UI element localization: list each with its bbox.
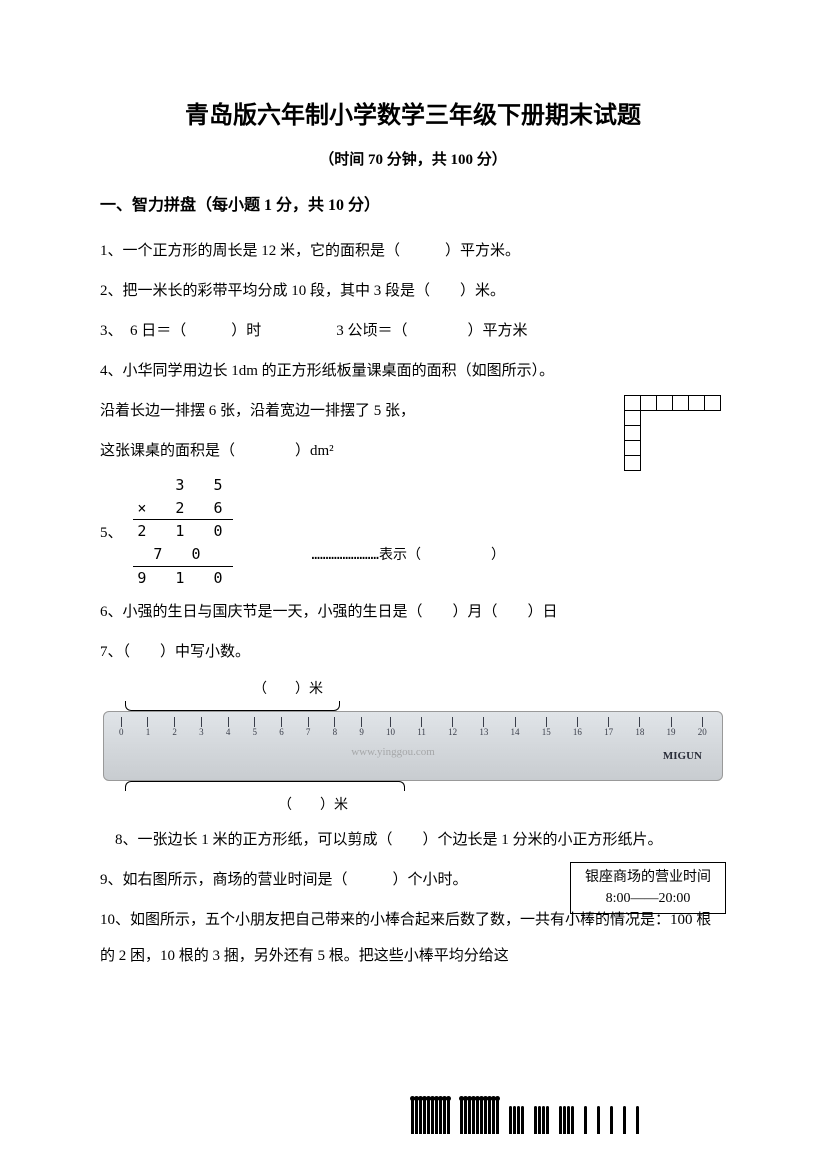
- ruler-tick: 12: [448, 717, 457, 737]
- ruler-tick: 18: [635, 717, 644, 737]
- ruler-tick: 6: [279, 717, 284, 737]
- ruler-brand: MIGUN: [663, 750, 702, 762]
- question-5: 5、 3 5 × 2 6 2 1 0 7 0 ……………………表示（ ） 9 1…: [100, 474, 726, 589]
- ruler-label-bottom: （ ）米: [0, 794, 726, 814]
- question-4-line1: 4、小华同学用边长 1dm 的正方形纸板量课桌面的面积（如图所示）。: [100, 353, 726, 389]
- mult-row-4: 7 0: [133, 543, 233, 566]
- ruler-label-top: （ ）米: [0, 678, 726, 698]
- question-7: 7、（ ）中写小数。: [100, 634, 726, 670]
- ruler-tick: 8: [333, 717, 338, 737]
- ruler-tick: 16: [573, 717, 582, 737]
- question-6: 6、小强的生日与国庆节是一天，小强的生日是（ ）月（ ）日: [100, 594, 726, 630]
- mult-annotation: ……………………表示（ ）: [312, 545, 505, 566]
- ruler-tick: 15: [542, 717, 551, 737]
- question-5-label: 5、: [100, 521, 123, 542]
- ruler-tick: 11: [417, 717, 426, 737]
- ruler-tick: 17: [604, 717, 613, 737]
- ruler-tick: 19: [667, 717, 676, 737]
- mult-row-5: 9 1 0: [133, 567, 233, 590]
- mult-row-3: 2 1 0: [133, 520, 233, 543]
- ruler-tick: 2: [172, 717, 177, 737]
- ruler-tick: 7: [306, 717, 311, 737]
- question-3: 3、 6 日＝（ ）时 3 公顷＝（ ）平方米: [100, 313, 726, 349]
- ruler-section: （ ）米 01234567891011121314151617181920 ww…: [100, 678, 726, 814]
- question-9: 9、如右图所示，商场的营业时间是（ ）个小时。: [100, 862, 726, 898]
- grid-diagram: [624, 395, 721, 471]
- question-1: 1、一个正方形的周长是 12 米，它的面积是（ ）平方米。: [100, 233, 726, 269]
- section-1-header: 一、智力拼盘（每小题 1 分，共 10 分）: [100, 191, 726, 215]
- ruler-tick: 4: [226, 717, 231, 737]
- ruler-tick: 0: [119, 717, 124, 737]
- page-subtitle: （时间 70 分钟，共 100 分）: [100, 148, 726, 169]
- ruler-watermark: www.yinggou.com: [351, 746, 435, 758]
- question-10: 10、如图所示，五个小朋友把自己带来的小棒合起来后数了数，一共有小棒的情况是：1…: [100, 902, 726, 974]
- question-2: 2、把一米长的彩带平均分成 10 段，其中 3 段是（ ）米。: [100, 273, 726, 309]
- sticks-image: [411, 1094, 721, 1134]
- mult-row-2: × 2 6: [133, 497, 233, 520]
- ruler-image: 01234567891011121314151617181920 www.yin…: [103, 711, 723, 781]
- ruler-tick: 14: [511, 717, 520, 737]
- mult-row-1: 3 5: [133, 474, 233, 497]
- ruler-tick: 1: [146, 717, 151, 737]
- question-8: 8、一张边长 1 米的正方形纸，可以剪成（ ）个边长是 1 分米的小正方形纸片。: [100, 822, 726, 858]
- ruler-tick: 3: [199, 717, 204, 737]
- ruler-tick: 13: [479, 717, 488, 737]
- ruler-tick: 20: [698, 717, 707, 737]
- page-title: 青岛版六年制小学数学三年级下册期末试题: [100, 95, 726, 130]
- ruler-tick: 5: [253, 717, 258, 737]
- ruler-tick: 9: [359, 717, 364, 737]
- ruler-tick: 10: [386, 717, 395, 737]
